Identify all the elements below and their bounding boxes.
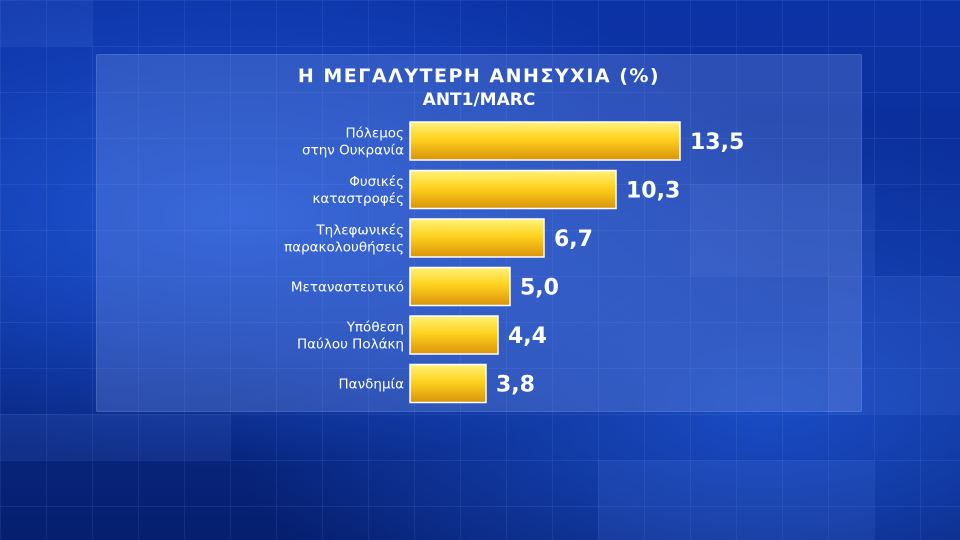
value-label-3: 5,0 [520,276,559,301]
category-label-4-1: Παύλου Πολάκη [297,337,404,353]
category-label-5-0: Πανδημία [339,377,405,393]
value-label-4: 4,4 [508,324,547,349]
category-label-2-0: Τηλεφωνικές [315,223,404,239]
bar-3 [409,266,511,307]
chart-title: Η ΜΕΓΑΛΥΤΕΡΗ ΑΝΗΣΥΧΙΑ (%) [297,65,661,87]
category-label-3-0: Μεταναστευτικό [291,280,404,296]
value-label-2: 6,7 [554,227,593,252]
category-label-4-0: Υπόθεση [346,320,404,336]
background-tile [828,276,960,414]
background-tile [690,184,874,276]
category-label-1-0: Φυσικές [349,174,404,190]
category-label-0-0: Πόλεμος [346,126,404,142]
category-label-1-1: καταστροφές [312,191,404,207]
value-label-5: 3,8 [496,373,535,398]
chart-subtitle: ANT1/MARC [422,90,536,110]
value-label-0: 13,5 [690,130,744,155]
background-tile [0,0,92,46]
value-label-1: 10,3 [626,179,680,204]
category-label-0-1: στην Ουκρανία [302,143,404,159]
bar-5 [409,363,487,404]
background-tile [598,460,874,540]
bar-2 [409,218,545,258]
bar-0 [409,121,681,161]
bar-1 [409,169,617,210]
category-label-2-1: παρακολουθήσεις [284,240,404,256]
bar-4 [409,315,499,355]
background-tile [0,414,230,460]
